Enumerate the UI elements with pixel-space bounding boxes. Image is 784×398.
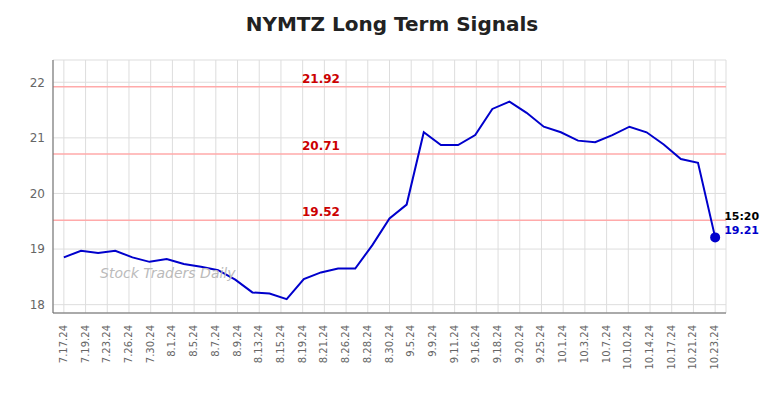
svg-text:21: 21	[30, 131, 45, 145]
svg-text:8.7.24: 8.7.24	[210, 325, 221, 357]
html-text:NYMTZ Long Term Signals: NYMTZ Long Term Signals	[245, 12, 539, 36]
svg-text:7.30.24: 7.30.24	[145, 325, 156, 363]
svg-text:8.1.24: 8.1.24	[166, 325, 177, 357]
svg-text:8.26.24: 8.26.24	[340, 325, 351, 363]
svg-text:7.19.24: 7.19.24	[80, 325, 91, 363]
svg-text:22: 22	[30, 76, 45, 90]
svg-text:10.3.24: 10.3.24	[579, 325, 590, 363]
svg-text:8.9.24: 8.9.24	[232, 325, 243, 357]
svg-text:9.20.24: 9.20.24	[514, 325, 525, 363]
svg-text:9.25.24: 9.25.24	[535, 325, 546, 363]
svg-text:20: 20	[30, 187, 45, 201]
svg-text:8.30.24: 8.30.24	[384, 325, 395, 363]
svg-text:8.15.24: 8.15.24	[275, 325, 286, 363]
html-text:Stock Traders Daily: Stock Traders Daily	[100, 264, 236, 281]
svg-text:8.13.24: 8.13.24	[253, 325, 264, 363]
svg-text:19.52: 19.52	[302, 205, 340, 219]
svg-text:10.10.24: 10.10.24	[622, 325, 633, 370]
svg-text:8.28.24: 8.28.24	[362, 325, 373, 363]
svg-text:19: 19	[30, 242, 45, 256]
svg-text:10.21.24: 10.21.24	[687, 325, 698, 370]
svg-text:21.92: 21.92	[302, 72, 340, 86]
svg-text:7.17.24: 7.17.24	[58, 325, 69, 363]
svg-text:10.7.24: 10.7.24	[601, 325, 612, 363]
svg-text:15:20: 15:20	[724, 210, 759, 223]
svg-text:8.19.24: 8.19.24	[297, 325, 308, 363]
svg-text:8.21.24: 8.21.24	[318, 325, 329, 363]
svg-text:18: 18	[30, 298, 45, 312]
svg-text:10.23.24: 10.23.24	[709, 325, 720, 370]
svg-text:10.17.24: 10.17.24	[666, 325, 677, 370]
svg-text:9.11.24: 9.11.24	[449, 325, 460, 363]
svg-text:10.1.24: 10.1.24	[557, 325, 568, 363]
svg-text:9.9.24: 9.9.24	[427, 325, 438, 357]
svg-text:7.26.24: 7.26.24	[123, 325, 134, 363]
svg-text:10.14.24: 10.14.24	[644, 325, 655, 370]
svg-text:9.16.24: 9.16.24	[470, 325, 481, 363]
svg-text:8.5.24: 8.5.24	[188, 325, 199, 357]
svg-text:20.71: 20.71	[302, 139, 340, 153]
svg-text:7.23.24: 7.23.24	[101, 325, 112, 363]
svg-text:19.21: 19.21	[724, 224, 759, 237]
svg-text:9.5.24: 9.5.24	[405, 325, 416, 357]
svg-text:9.18.24: 9.18.24	[492, 325, 503, 363]
